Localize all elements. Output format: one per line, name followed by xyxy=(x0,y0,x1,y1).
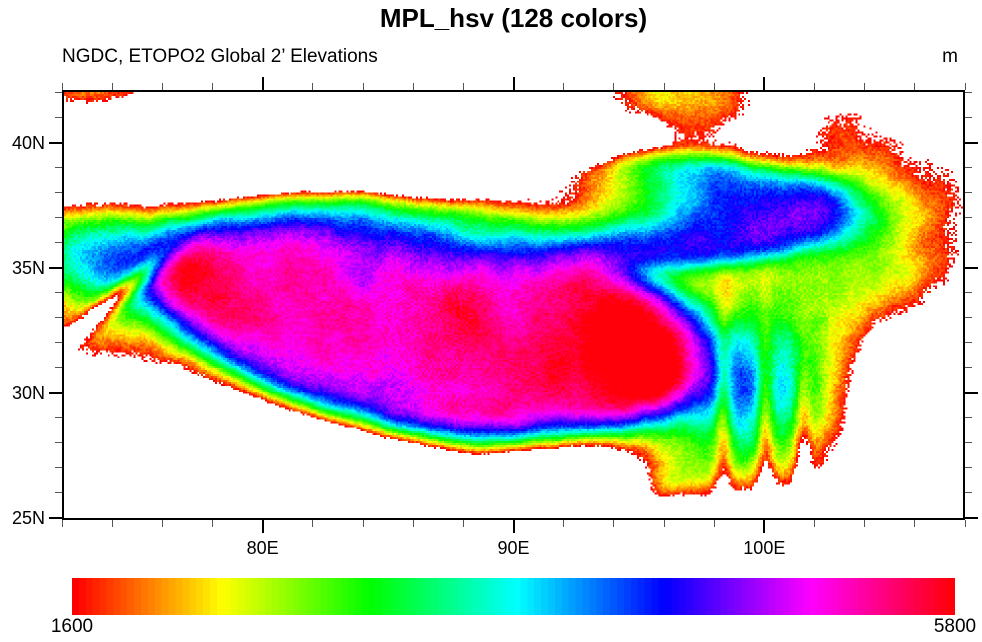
y-minor-tick xyxy=(55,217,62,218)
x-minor-tick-top xyxy=(412,83,414,90)
y-minor-tick xyxy=(55,167,62,168)
y-minor-tick-right xyxy=(965,417,972,418)
x-minor-tick-top xyxy=(462,83,464,90)
y-minor-tick xyxy=(55,292,62,293)
y-minor-tick-right xyxy=(965,292,972,293)
y-tick-label: 40N xyxy=(11,132,45,153)
x-tick-label: 100E xyxy=(743,538,786,558)
y-minor-tick xyxy=(55,442,62,443)
x-major-tick xyxy=(512,520,515,533)
x-minor-tick xyxy=(864,520,866,527)
y-minor-tick-right xyxy=(965,217,972,218)
y-tick-label: 35N xyxy=(11,257,45,278)
x-minor-tick-top xyxy=(212,83,213,90)
x-minor-tick xyxy=(964,520,966,527)
y-major-tick-right xyxy=(965,141,978,144)
y-minor-tick xyxy=(55,317,62,318)
colorbar xyxy=(72,578,955,615)
y-minor-tick xyxy=(55,342,62,343)
x-minor-tick-top xyxy=(312,83,314,90)
y-major-tick xyxy=(49,516,62,519)
y-minor-tick-right xyxy=(965,467,972,468)
y-minor-tick xyxy=(55,417,62,418)
y-minor-tick-right xyxy=(965,167,972,168)
y-minor-tick-right xyxy=(965,442,972,443)
y-minor-tick xyxy=(55,92,62,93)
elevation-heatmap xyxy=(64,92,963,518)
x-minor-tick xyxy=(161,520,163,527)
y-major-tick xyxy=(49,391,62,394)
x-minor-tick xyxy=(362,520,364,527)
y-minor-tick-right xyxy=(965,92,972,93)
x-major-tick-top xyxy=(763,77,766,90)
y-minor-tick xyxy=(55,367,62,368)
x-minor-tick xyxy=(212,520,213,527)
y-major-tick-right xyxy=(965,266,978,269)
y-minor-tick-right xyxy=(965,492,972,493)
x-minor-tick xyxy=(312,520,314,527)
y-minor-tick xyxy=(55,467,62,468)
x-minor-tick xyxy=(412,520,414,527)
y-minor-tick xyxy=(55,192,62,193)
y-tick-label: 25N xyxy=(11,507,45,528)
x-major-tick-top xyxy=(261,77,264,90)
x-minor-tick xyxy=(613,520,615,527)
x-minor-tick-top xyxy=(61,83,63,90)
y-minor-tick-right xyxy=(965,117,972,118)
x-minor-tick-top xyxy=(161,83,163,90)
subtitle-left: NGDC, ETOPO2 Global 2’ Elevations xyxy=(62,46,378,67)
x-minor-tick-top xyxy=(563,83,565,90)
y-major-tick-right xyxy=(965,516,978,519)
y-major-tick xyxy=(49,141,62,144)
y-minor-tick-right xyxy=(965,317,972,318)
colorbar-min-label: 1600 xyxy=(50,616,94,637)
y-minor-tick xyxy=(55,242,62,243)
x-minor-tick-top xyxy=(111,83,113,90)
x-minor-tick xyxy=(563,520,565,527)
x-minor-tick-top xyxy=(663,83,665,90)
x-tick-label: 80E xyxy=(246,538,279,558)
x-minor-tick-top xyxy=(613,83,615,90)
y-minor-tick xyxy=(55,492,62,493)
x-minor-tick xyxy=(814,520,815,527)
x-minor-tick-top xyxy=(814,83,815,90)
x-minor-tick-top xyxy=(914,83,916,90)
y-minor-tick-right xyxy=(965,242,972,243)
x-minor-tick-top xyxy=(964,83,966,90)
y-minor-tick-right xyxy=(965,367,972,368)
colorbar-max-label: 5800 xyxy=(933,616,977,637)
x-tick-label: 90E xyxy=(497,538,530,558)
y-major-tick xyxy=(49,266,62,269)
x-minor-tick-top xyxy=(713,83,715,90)
y-minor-tick xyxy=(55,117,62,118)
x-minor-tick xyxy=(663,520,665,527)
x-major-tick xyxy=(763,520,766,533)
y-minor-tick-right xyxy=(965,192,972,193)
x-minor-tick-top xyxy=(362,83,364,90)
x-minor-tick xyxy=(914,520,916,527)
y-minor-tick-right xyxy=(965,342,972,343)
x-minor-tick-top xyxy=(864,83,866,90)
x-major-tick xyxy=(261,520,264,533)
x-major-tick-top xyxy=(512,77,515,90)
y-major-tick-right xyxy=(965,391,978,394)
x-minor-tick xyxy=(111,520,113,527)
x-minor-tick xyxy=(61,520,63,527)
y-tick-label: 30N xyxy=(11,382,45,403)
plot-title: MPL_hsv (128 colors) xyxy=(379,3,648,33)
x-minor-tick xyxy=(462,520,464,527)
units-label: m xyxy=(942,46,958,67)
x-minor-tick xyxy=(713,520,715,527)
